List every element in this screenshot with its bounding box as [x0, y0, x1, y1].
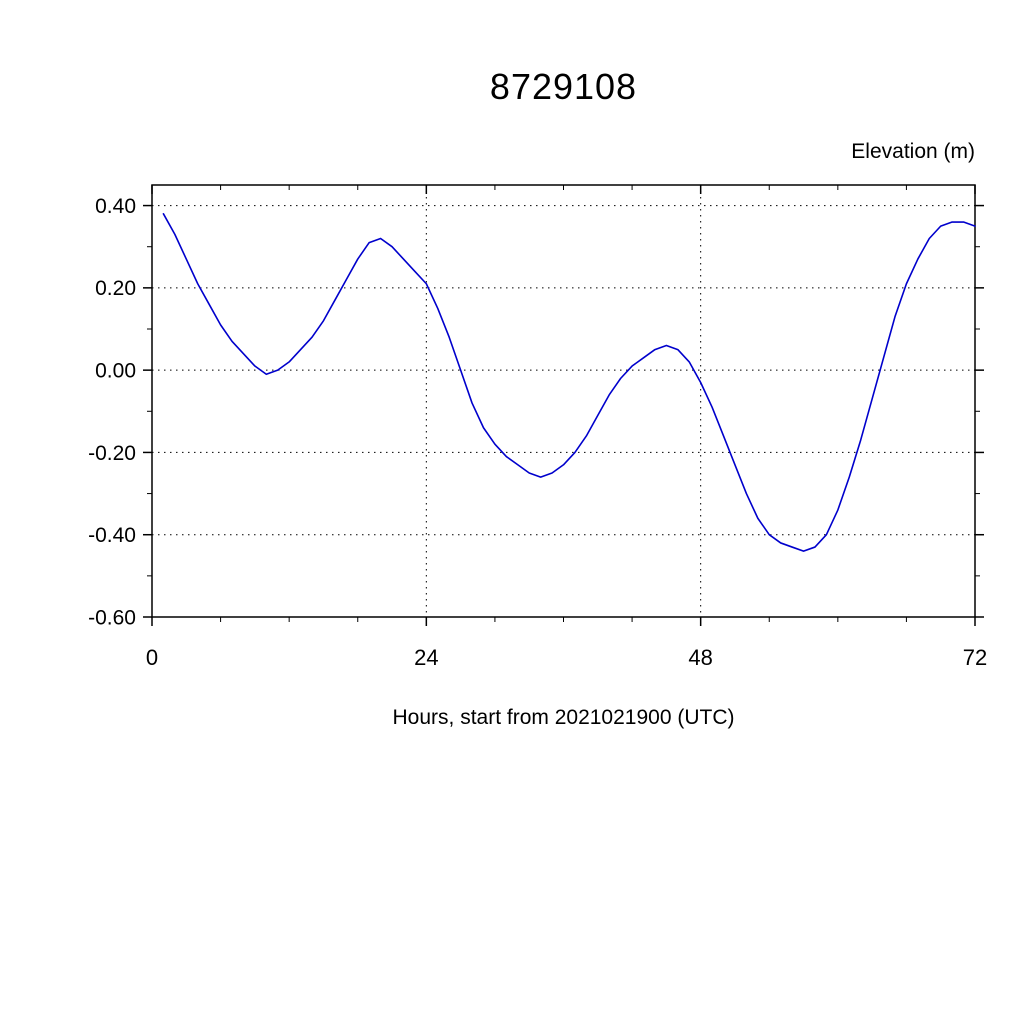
elevation-line [162, 213, 976, 552]
chart-title: 8729108 [489, 66, 638, 107]
y-tick-label: -0.60 [88, 606, 136, 629]
y-axis-title: Elevation (m) [851, 140, 975, 163]
y-tick-label: 0.20 [95, 277, 136, 300]
y-tick-label: -0.20 [88, 442, 136, 465]
y-tick-label: 0.40 [95, 195, 136, 218]
x-tick-label: 0 [146, 645, 158, 670]
x-axis-title: Hours, start from 2021021900 (UTC) [392, 706, 735, 729]
x-tick-label: 72 [963, 645, 987, 670]
y-tick-label: 0.00 [95, 359, 136, 382]
x-tick-label: 24 [414, 645, 438, 670]
y-tick-label: -0.40 [88, 524, 136, 547]
plot-frame [151, 184, 976, 618]
x-tick-label: 48 [688, 645, 712, 670]
